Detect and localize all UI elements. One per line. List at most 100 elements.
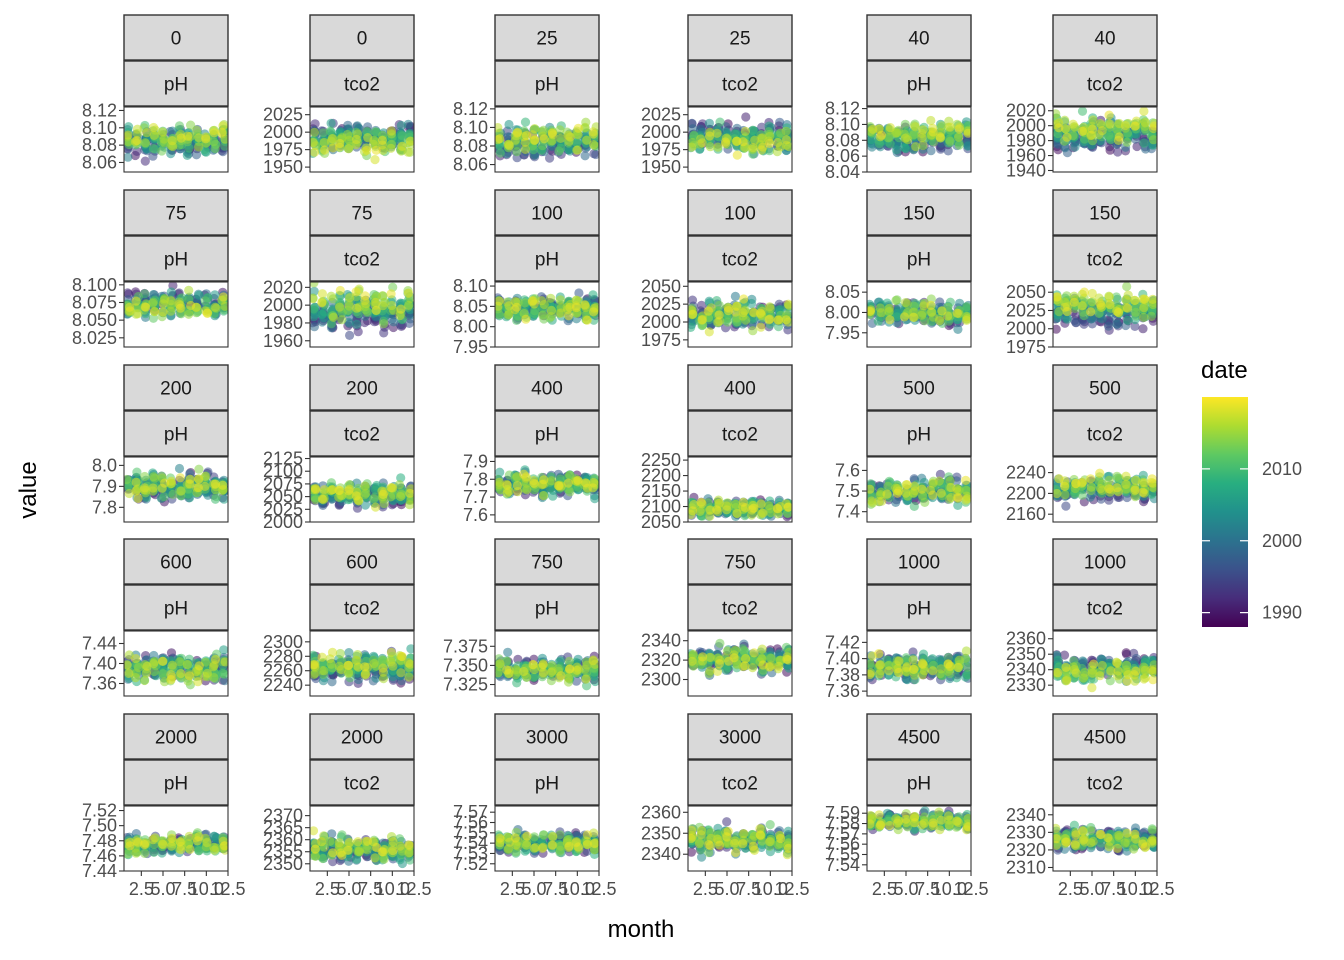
points-group bbox=[124, 120, 228, 166]
data-point bbox=[697, 315, 707, 325]
data-point bbox=[555, 125, 565, 135]
data-point bbox=[211, 491, 221, 502]
data-point bbox=[378, 489, 388, 499]
data-point bbox=[951, 476, 962, 486]
data-point bbox=[344, 301, 354, 311]
data-point bbox=[1113, 147, 1123, 157]
data-point bbox=[166, 306, 176, 316]
data-point bbox=[899, 312, 910, 322]
y-tick-label: 2000 bbox=[641, 312, 681, 332]
data-point bbox=[371, 297, 381, 307]
data-point bbox=[182, 150, 192, 160]
strip-param bbox=[687, 410, 793, 457]
data-point bbox=[370, 155, 380, 165]
data-point bbox=[962, 315, 971, 325]
strip-param bbox=[1052, 410, 1158, 457]
data-point bbox=[1120, 120, 1130, 131]
strip-depth bbox=[687, 189, 793, 236]
points-group bbox=[1053, 282, 1157, 335]
data-point bbox=[1131, 307, 1141, 317]
strip-depth bbox=[494, 14, 600, 61]
data-point bbox=[1130, 321, 1140, 331]
data-point bbox=[1060, 481, 1070, 491]
data-point bbox=[520, 298, 530, 308]
data-point bbox=[218, 480, 228, 490]
data-point bbox=[379, 328, 389, 338]
strip-label-depth: 100 bbox=[531, 204, 563, 225]
panel-border bbox=[309, 281, 415, 348]
data-point bbox=[166, 296, 176, 306]
data-point bbox=[783, 502, 792, 512]
y-tick-label: 2050 bbox=[641, 512, 681, 532]
data-point bbox=[1104, 475, 1114, 485]
data-point bbox=[386, 126, 396, 136]
y-tick-label: 2000 bbox=[1006, 116, 1046, 136]
data-point bbox=[928, 478, 938, 488]
panel-border bbox=[309, 456, 415, 523]
data-point bbox=[520, 144, 531, 154]
data-point bbox=[394, 480, 405, 490]
data-point bbox=[124, 668, 134, 679]
data-point bbox=[1114, 308, 1124, 318]
data-point bbox=[538, 310, 548, 320]
strip-param bbox=[1052, 235, 1158, 282]
y-tick-label: 8.12 bbox=[825, 99, 860, 119]
data-point bbox=[546, 476, 557, 486]
data-point bbox=[738, 308, 748, 318]
data-point bbox=[351, 134, 362, 145]
y-tick-label: 8.06 bbox=[82, 152, 117, 172]
data-point bbox=[1104, 292, 1114, 302]
data-point bbox=[876, 308, 887, 318]
data-point bbox=[748, 125, 758, 135]
data-point bbox=[208, 662, 218, 672]
points-group bbox=[1053, 107, 1157, 158]
strip-label-param: pH bbox=[535, 250, 559, 271]
data-point bbox=[545, 153, 555, 163]
data-point bbox=[403, 288, 413, 298]
data-point bbox=[554, 146, 564, 156]
data-point bbox=[310, 147, 320, 157]
y-tick-label: 2050 bbox=[263, 487, 303, 507]
data-point bbox=[360, 291, 370, 301]
points-group bbox=[310, 118, 414, 165]
data-point bbox=[1146, 311, 1157, 321]
data-point bbox=[773, 322, 784, 332]
data-point bbox=[741, 112, 751, 122]
data-point bbox=[1112, 471, 1122, 481]
strip-label-param: tco2 bbox=[722, 75, 758, 96]
points-group bbox=[688, 492, 792, 522]
data-point bbox=[1139, 303, 1149, 313]
data-point bbox=[344, 135, 354, 145]
strip-label-depth: 600 bbox=[346, 553, 378, 574]
data-point bbox=[738, 497, 748, 507]
data-point bbox=[495, 296, 504, 306]
y-tick-label: 2250 bbox=[641, 450, 681, 470]
strip-depth bbox=[687, 14, 793, 61]
y-tick-label: 7.4 bbox=[835, 502, 860, 522]
data-point bbox=[926, 115, 936, 126]
panel-border bbox=[123, 281, 229, 348]
data-point bbox=[335, 648, 345, 659]
points-group bbox=[495, 465, 599, 504]
data-point bbox=[200, 296, 210, 306]
strip-label-depth: 150 bbox=[903, 204, 935, 225]
data-point bbox=[704, 327, 714, 337]
data-point bbox=[1104, 130, 1114, 140]
data-point bbox=[184, 309, 194, 319]
data-point bbox=[327, 677, 337, 687]
strip-param bbox=[123, 410, 229, 457]
y-tick-label: 8.10 bbox=[825, 114, 860, 134]
data-point bbox=[1062, 306, 1072, 317]
data-point bbox=[758, 142, 768, 152]
panel-border bbox=[866, 106, 972, 173]
data-point bbox=[918, 140, 928, 151]
data-point bbox=[1103, 321, 1114, 331]
y-tick-label: 7.5 bbox=[835, 481, 860, 501]
data-point bbox=[209, 137, 219, 147]
data-point bbox=[174, 463, 185, 474]
data-point bbox=[563, 478, 573, 488]
